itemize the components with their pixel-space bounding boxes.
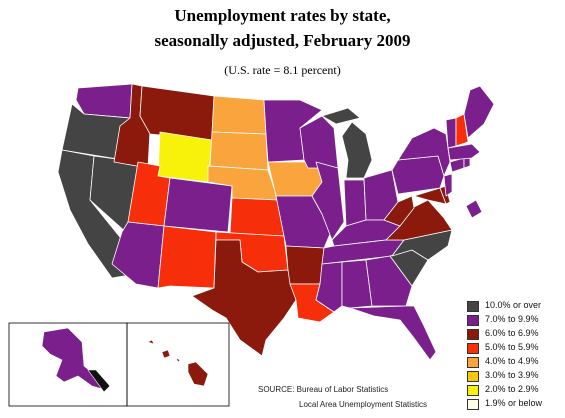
legend-label: 2.0% to 2.9% [485, 384, 539, 394]
state-north-dakota [211, 95, 267, 135]
state-arizona [111, 221, 165, 289]
state-hawaii [147, 339, 209, 387]
state-alaska [41, 327, 107, 391]
state-new-jersey [443, 173, 453, 197]
state-vermont [445, 117, 457, 149]
state-illinois [311, 161, 345, 241]
state-montana [139, 85, 215, 141]
map-title-line2: seasonally adjusted, February 2009 [154, 31, 411, 50]
legend-label: 10.0% or over [485, 300, 542, 310]
state-pennsylvania [391, 155, 445, 195]
state-rhode-island [463, 157, 471, 169]
state-colorado [163, 177, 233, 233]
legend-label: 6.0% to 6.9% [485, 328, 539, 338]
legend-swatch [467, 399, 479, 410]
state-arkansas [285, 245, 325, 285]
state-wyoming [157, 131, 213, 183]
legend-swatch [467, 315, 479, 326]
state-washington [75, 83, 133, 119]
alaska-panhandle [87, 369, 111, 393]
state-indiana [343, 179, 367, 227]
state-dc-marker [465, 199, 483, 219]
state-new-mexico [157, 225, 217, 289]
legend-swatch [467, 329, 479, 340]
state-alabama [341, 259, 373, 309]
legend-swatch [467, 343, 479, 354]
state-massachusetts [447, 143, 481, 161]
legend-label: 5.0% to 5.9% [485, 342, 539, 352]
legend-swatch [467, 371, 479, 382]
state-texas [191, 239, 297, 357]
map-title-line1: Unemployment rates by state, [174, 6, 391, 25]
legend-label: 3.0% to 3.9% [485, 370, 539, 380]
legend-swatch [467, 385, 479, 396]
legend-label: 4.0% to 4.9% [485, 356, 539, 366]
state-florida [349, 305, 437, 361]
state-georgia [365, 255, 413, 307]
legend-label: 1.9% or below [485, 398, 543, 408]
state-south-dakota [209, 131, 269, 171]
legend-swatch [467, 301, 479, 312]
source-line: SOURCE: Bureau of Labor Statistics [258, 385, 389, 394]
state-maine [463, 85, 495, 139]
legend-label: 7.0% to 9.9% [485, 314, 539, 324]
source-subline: Local Area Unemployment Statistics [299, 400, 428, 409]
map-subtitle: (U.S. rate = 8.1 percent) [224, 63, 341, 77]
state-michigan [321, 107, 373, 179]
hawaii-inset-frame [126, 322, 230, 407]
state-delaware [439, 185, 451, 205]
legend-swatch [467, 357, 479, 368]
state-west-virginia [383, 195, 415, 227]
state-kansas [229, 197, 285, 237]
